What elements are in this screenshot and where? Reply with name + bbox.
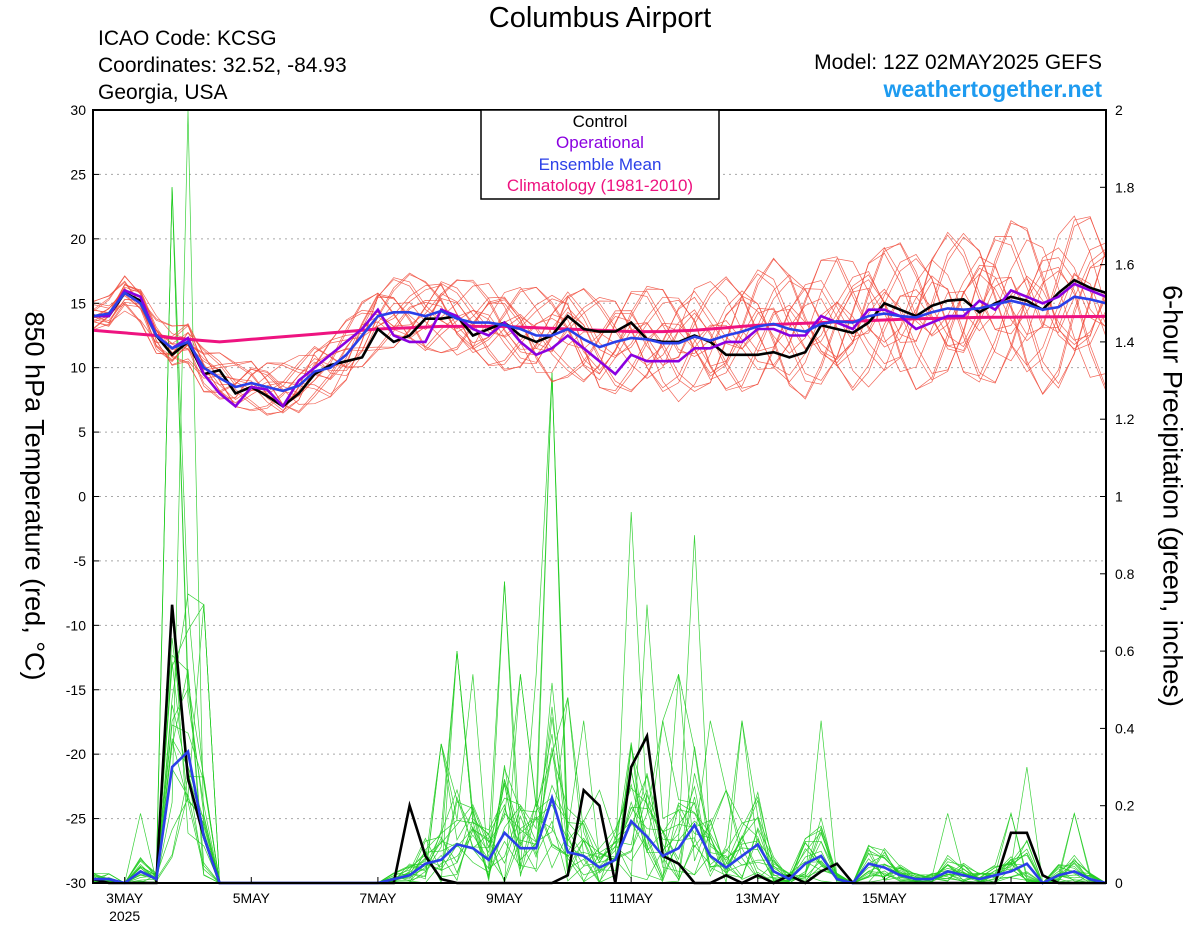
y-tick-label-left: 25	[70, 166, 86, 182]
x-tick-sublabel: 2025	[109, 908, 140, 924]
x-tick-label: 9MAY	[486, 890, 524, 906]
x-tick-label: 17MAY	[989, 890, 1035, 906]
precip-member-line	[92, 604, 1107, 884]
temp-ensemble-members	[92, 215, 1107, 416]
y-tick-label-left: 30	[70, 102, 86, 118]
y-tick-label-right: 1.6	[1115, 257, 1135, 273]
legend: Control Operational Ensemble Mean Climat…	[480, 109, 720, 200]
y-tick-label-left: 15	[70, 295, 86, 311]
precip-member-line	[92, 535, 1107, 884]
y-axis-left-label: 850 hPa Temperature (red, °C)	[19, 311, 50, 681]
temp-member-line	[92, 253, 1107, 397]
ensemble-mean-temp-line	[92, 291, 1107, 393]
x-tick-label: 15MAY	[862, 890, 908, 906]
icao-code: ICAO Code: KCSG	[98, 27, 277, 50]
y-tick-label-right: 0.6	[1115, 643, 1135, 659]
y-tick-label-right: 0.4	[1115, 720, 1135, 736]
control-temp-line	[93, 278, 1107, 408]
precip-member-line	[92, 187, 1107, 884]
temp-member-line	[92, 258, 1107, 394]
precip-member-line	[92, 604, 1107, 884]
temp-member-line	[92, 235, 1107, 407]
y-tick-label-right: 0	[1115, 875, 1123, 891]
y-tick-label-left: -10	[66, 617, 86, 633]
y-tick-label-left: 10	[70, 360, 86, 376]
y-tick-label-right: 1.8	[1115, 179, 1135, 195]
operational-temp-line	[93, 282, 1107, 409]
y-tick-label-right: 0.2	[1115, 798, 1135, 814]
y-tick-label-left: -25	[66, 811, 86, 827]
temp-member-line	[92, 232, 1107, 411]
temp-member-line	[92, 247, 1107, 415]
y-tick-label-left: -15	[66, 682, 86, 698]
temp-member-line	[92, 247, 1107, 399]
temp-member-line	[92, 236, 1107, 412]
model-run: Model: 12Z 02MAY2025 GEFS	[814, 51, 1102, 74]
grid-lines	[93, 173, 1106, 820]
control-precip-line	[92, 604, 1106, 885]
y-tick-label-left: 0	[78, 489, 86, 505]
legend-climatology: Climatology (1981-2010)	[507, 176, 693, 195]
y-tick-label-left: -5	[74, 553, 87, 569]
y-tick-label-right: 1.4	[1115, 334, 1135, 350]
precip-member-line	[92, 593, 1107, 884]
legend-operational: Operational	[556, 133, 644, 152]
axis-ticks: 302520151050-5-10-15-20-25-3021.81.61.41…	[66, 102, 1135, 924]
precip-member-line	[92, 187, 1107, 884]
legend-control: Control	[573, 112, 628, 131]
y-tick-label-left: -20	[66, 746, 86, 762]
temp-member-line	[92, 257, 1107, 400]
precip-member-line	[92, 674, 1107, 884]
x-tick-label: 11MAY	[609, 890, 653, 906]
y-tick-label-right: 2	[1115, 102, 1123, 118]
x-tick-label: 5MAY	[233, 890, 271, 906]
region: Georgia, USA	[98, 81, 228, 104]
y-tick-label-left: 20	[70, 231, 86, 247]
y-tick-label-left: 5	[78, 424, 86, 440]
temp-member-line	[92, 216, 1107, 393]
y-tick-label-right: 1	[1115, 489, 1123, 505]
legend-box	[480, 109, 720, 200]
y-axis-right-label: 6-hour Precipitation (green, inches)	[1157, 285, 1188, 707]
coordinates: Coordinates: 32.52, -84.93	[98, 54, 347, 77]
precip-member-line	[92, 674, 1107, 884]
precip-member-line	[92, 669, 1107, 884]
y-tick-label-right: 0.8	[1115, 566, 1135, 582]
legend-ensemble-mean: Ensemble Mean	[539, 155, 662, 174]
site-link[interactable]: weathertogether.net	[883, 76, 1102, 102]
x-tick-label: 7MAY	[359, 890, 397, 906]
y-tick-label-right: 1.2	[1115, 411, 1135, 427]
x-tick-label: 3MAY	[106, 890, 144, 906]
page-title: Columbus Airport	[488, 2, 712, 34]
precip-member-line	[92, 187, 1107, 884]
temp-member-line	[92, 252, 1107, 416]
x-tick-label: 13MAY	[735, 890, 781, 906]
precip-member-line	[92, 603, 1107, 884]
y-tick-label-left: -30	[66, 875, 86, 891]
